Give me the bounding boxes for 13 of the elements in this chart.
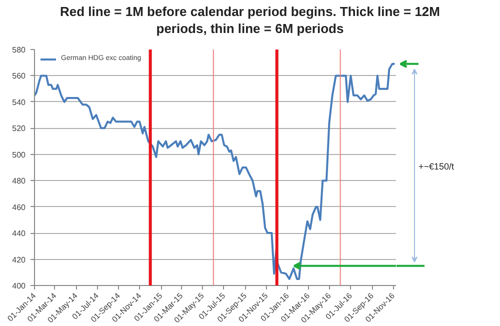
y-tick-label: 540 — [12, 98, 26, 107]
line-series — [34, 62, 396, 280]
y-tick-label: 460 — [12, 202, 26, 212]
y-tick-label: 520 — [12, 124, 26, 133]
y-tick-label: 440 — [12, 228, 26, 238]
y-tick-label: 560 — [12, 72, 26, 81]
y-tick-label: 480 — [12, 176, 26, 186]
text: +~€150/t — [418, 161, 455, 172]
y-tick-label: 420 — [12, 255, 26, 264]
y-tick-label: 400 — [12, 281, 26, 290]
y-tick-label: 500 — [12, 150, 26, 160]
chart-title: Red line = 1M before calendar period begins. Thick line = 12M periods, thin line = 6M periods — [59, 4, 441, 38]
y-tick-label: 580 — [12, 45, 26, 54]
